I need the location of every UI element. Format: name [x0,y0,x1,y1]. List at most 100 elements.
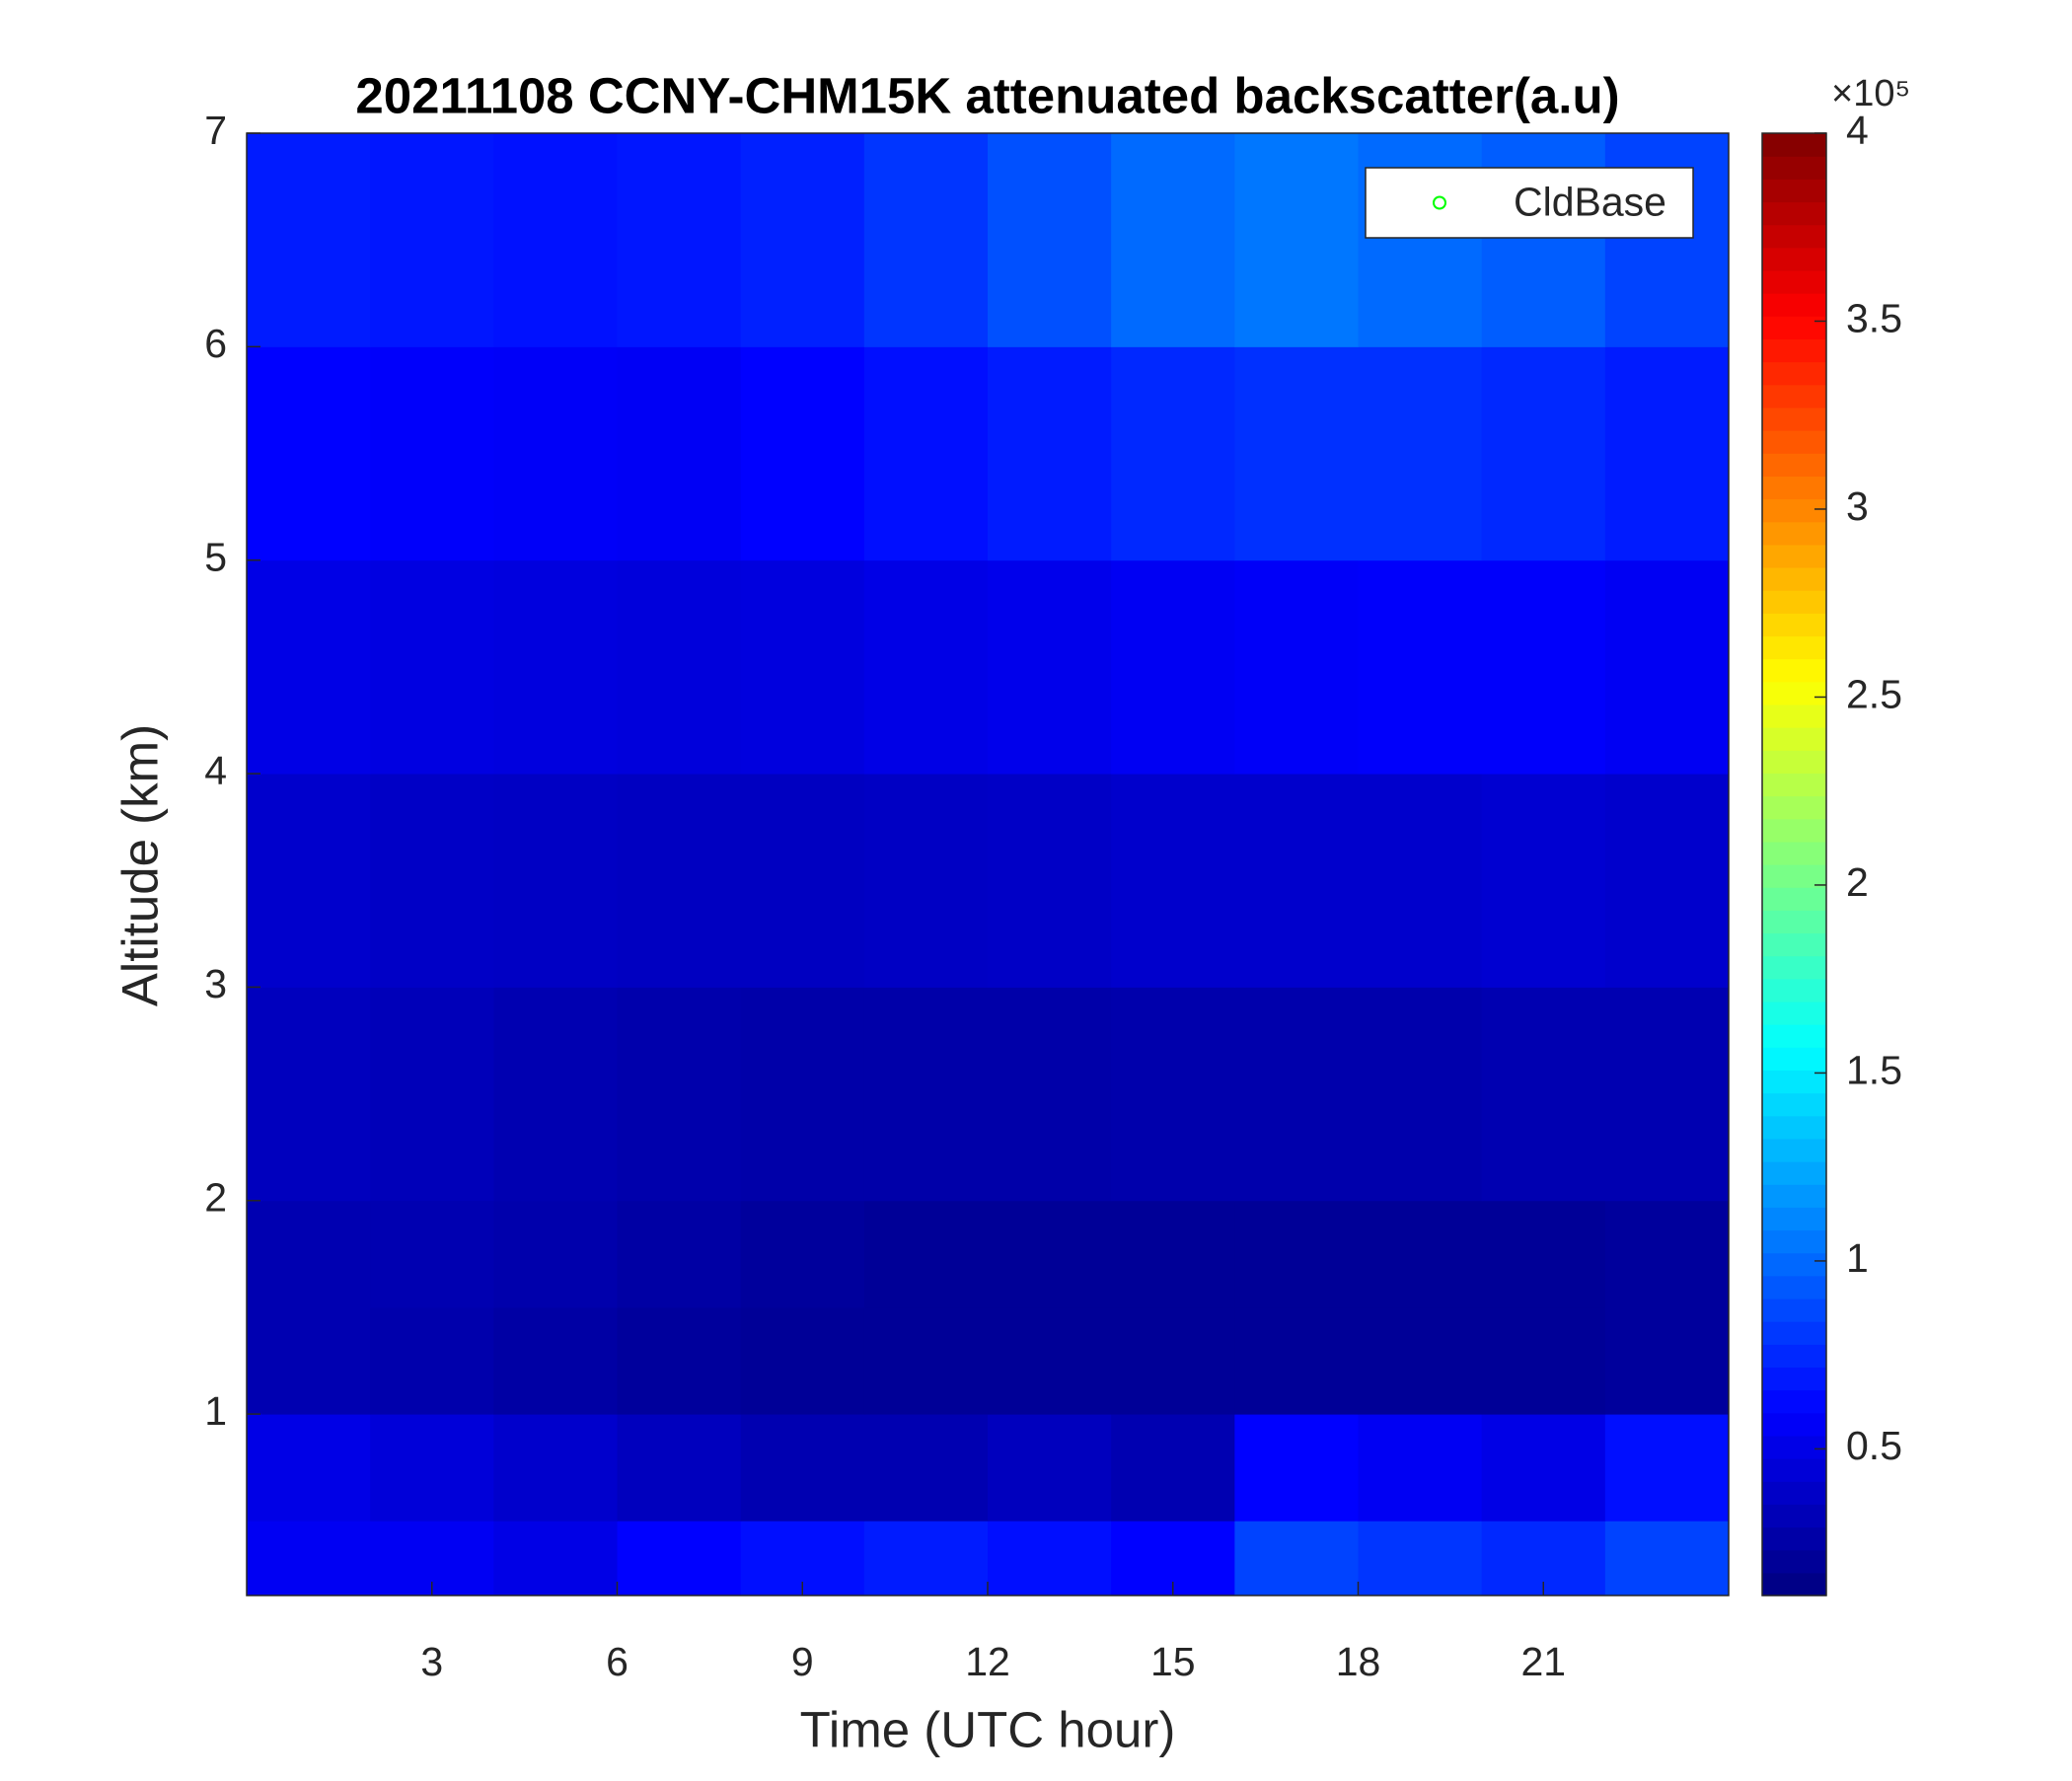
heatmap-cell [1234,559,1359,775]
y-tick-label: 6 [204,321,227,366]
heatmap-cell [740,346,865,561]
colorbar-band [1762,887,1826,911]
heatmap-cell [1234,133,1359,347]
colorbar-band [1762,476,1826,500]
heatmap-cell [1481,774,1606,988]
colorbar-band [1762,864,1826,888]
colorbar-band [1762,932,1826,957]
colorbar-tick-label: 0.5 [1846,1423,1902,1468]
heatmap-cell [493,559,618,775]
heatmap-cell [370,1306,494,1415]
heatmap-cell [493,133,618,347]
x-tick-label: 3 [420,1639,443,1684]
heatmap-cell [247,559,371,775]
heatmap-cell [370,133,494,347]
heatmap-cell [1358,774,1483,988]
colorbar-band [1762,1001,1826,1025]
heatmap-cell [1358,1521,1483,1596]
heatmap-cell [1111,1306,1235,1415]
heatmap-cell [1604,1414,1730,1521]
heatmap-cell [1111,559,1235,775]
heatmap-cell [247,987,371,1202]
colorbar-tick-label: 3.5 [1846,295,1902,340]
colorbar-band [1762,1572,1826,1596]
heatmap-cell [1234,1521,1359,1596]
heatmap-cell [988,1521,1112,1596]
colorbar-band [1762,910,1826,934]
colorbar-band [1762,635,1826,660]
heatmap-cell [740,1414,865,1521]
colorbar-band [1762,818,1826,843]
heatmap-cell [740,987,865,1202]
colorbar-band [1762,590,1826,614]
x-tick-label: 12 [965,1639,1010,1684]
colorbar-band [1762,1344,1826,1369]
colorbar-band [1762,453,1826,477]
x-axis-label: Time (UTC hour) [800,1701,1176,1757]
colorbar-band [1762,1504,1826,1528]
heatmap-cell [863,1521,989,1596]
heatmap-cell [1358,1414,1483,1521]
heatmap-cell [370,559,494,775]
heatmap-cell [740,559,865,775]
colorbar-band [1762,361,1826,386]
colorbar-band [1762,498,1826,523]
y-axis-label: Altitude (km) [111,724,168,1006]
heatmap-cell [247,1414,371,1521]
colorbar-band [1762,1481,1826,1505]
heatmap-cell [988,1306,1112,1415]
heatmap-cell [1358,987,1483,1202]
colorbar-band [1762,841,1826,865]
heatmap-cell [617,133,742,347]
heatmap-cell [617,346,742,561]
heatmap-cell [617,987,742,1202]
colorbar-band [1762,156,1826,180]
heatmap-cell [617,559,742,775]
heatmap-cell [1234,1306,1359,1415]
heatmap-cell [863,987,989,1202]
colorbar-band [1762,430,1826,454]
heatmap-cell [988,987,1112,1202]
colorbar-band [1762,1047,1826,1072]
heatmap-cell [247,1521,371,1596]
colorbar-tick-label: 2 [1846,859,1869,905]
heatmap-cell [1604,133,1730,347]
colorbar-band [1762,681,1826,705]
colorbar-band [1762,316,1826,340]
colorbar-band [1762,727,1826,751]
heatmap-cell [1604,1200,1730,1308]
heatmap-cell [740,1200,865,1308]
heatmap-cell [988,346,1112,561]
heatmap-cell [1481,133,1606,347]
heatmap-cell [1111,133,1235,347]
heatmap-cell [493,346,618,561]
colorbar-band [1762,1549,1826,1574]
heatmap-cell [863,1306,989,1415]
colorbar-band [1762,658,1826,683]
colorbar-band [1762,224,1826,249]
heatmap-cell [617,1521,742,1596]
heatmap-cell [988,1200,1112,1308]
heatmap-cell [1358,133,1483,347]
colorbar-band [1762,384,1826,408]
y-tick-label: 7 [204,108,227,153]
colorbar-band [1762,269,1826,294]
colorbar-band [1762,1161,1826,1185]
colorbar-band [1762,201,1826,226]
heatmap-cell [247,346,371,561]
heatmap-cell [247,1200,371,1308]
heatmap-cell [370,987,494,1202]
heatmap-cell [1358,1306,1483,1415]
heatmap-cell [1111,1414,1235,1521]
chart-title: 20211108 CCNY-CHM15K attenuated backscat… [355,67,1619,123]
heatmap-cell [1481,987,1606,1202]
colorbar-band [1762,1138,1826,1162]
colorbar-band [1762,1321,1826,1345]
colorbar-band [1762,338,1826,363]
heatmap-cell [1358,346,1483,561]
x-tick-label: 9 [791,1639,814,1684]
colorbar-tick-label: 4 [1846,108,1869,153]
legend-label: CldBase [1514,179,1666,224]
colorbar-band [1762,179,1826,203]
